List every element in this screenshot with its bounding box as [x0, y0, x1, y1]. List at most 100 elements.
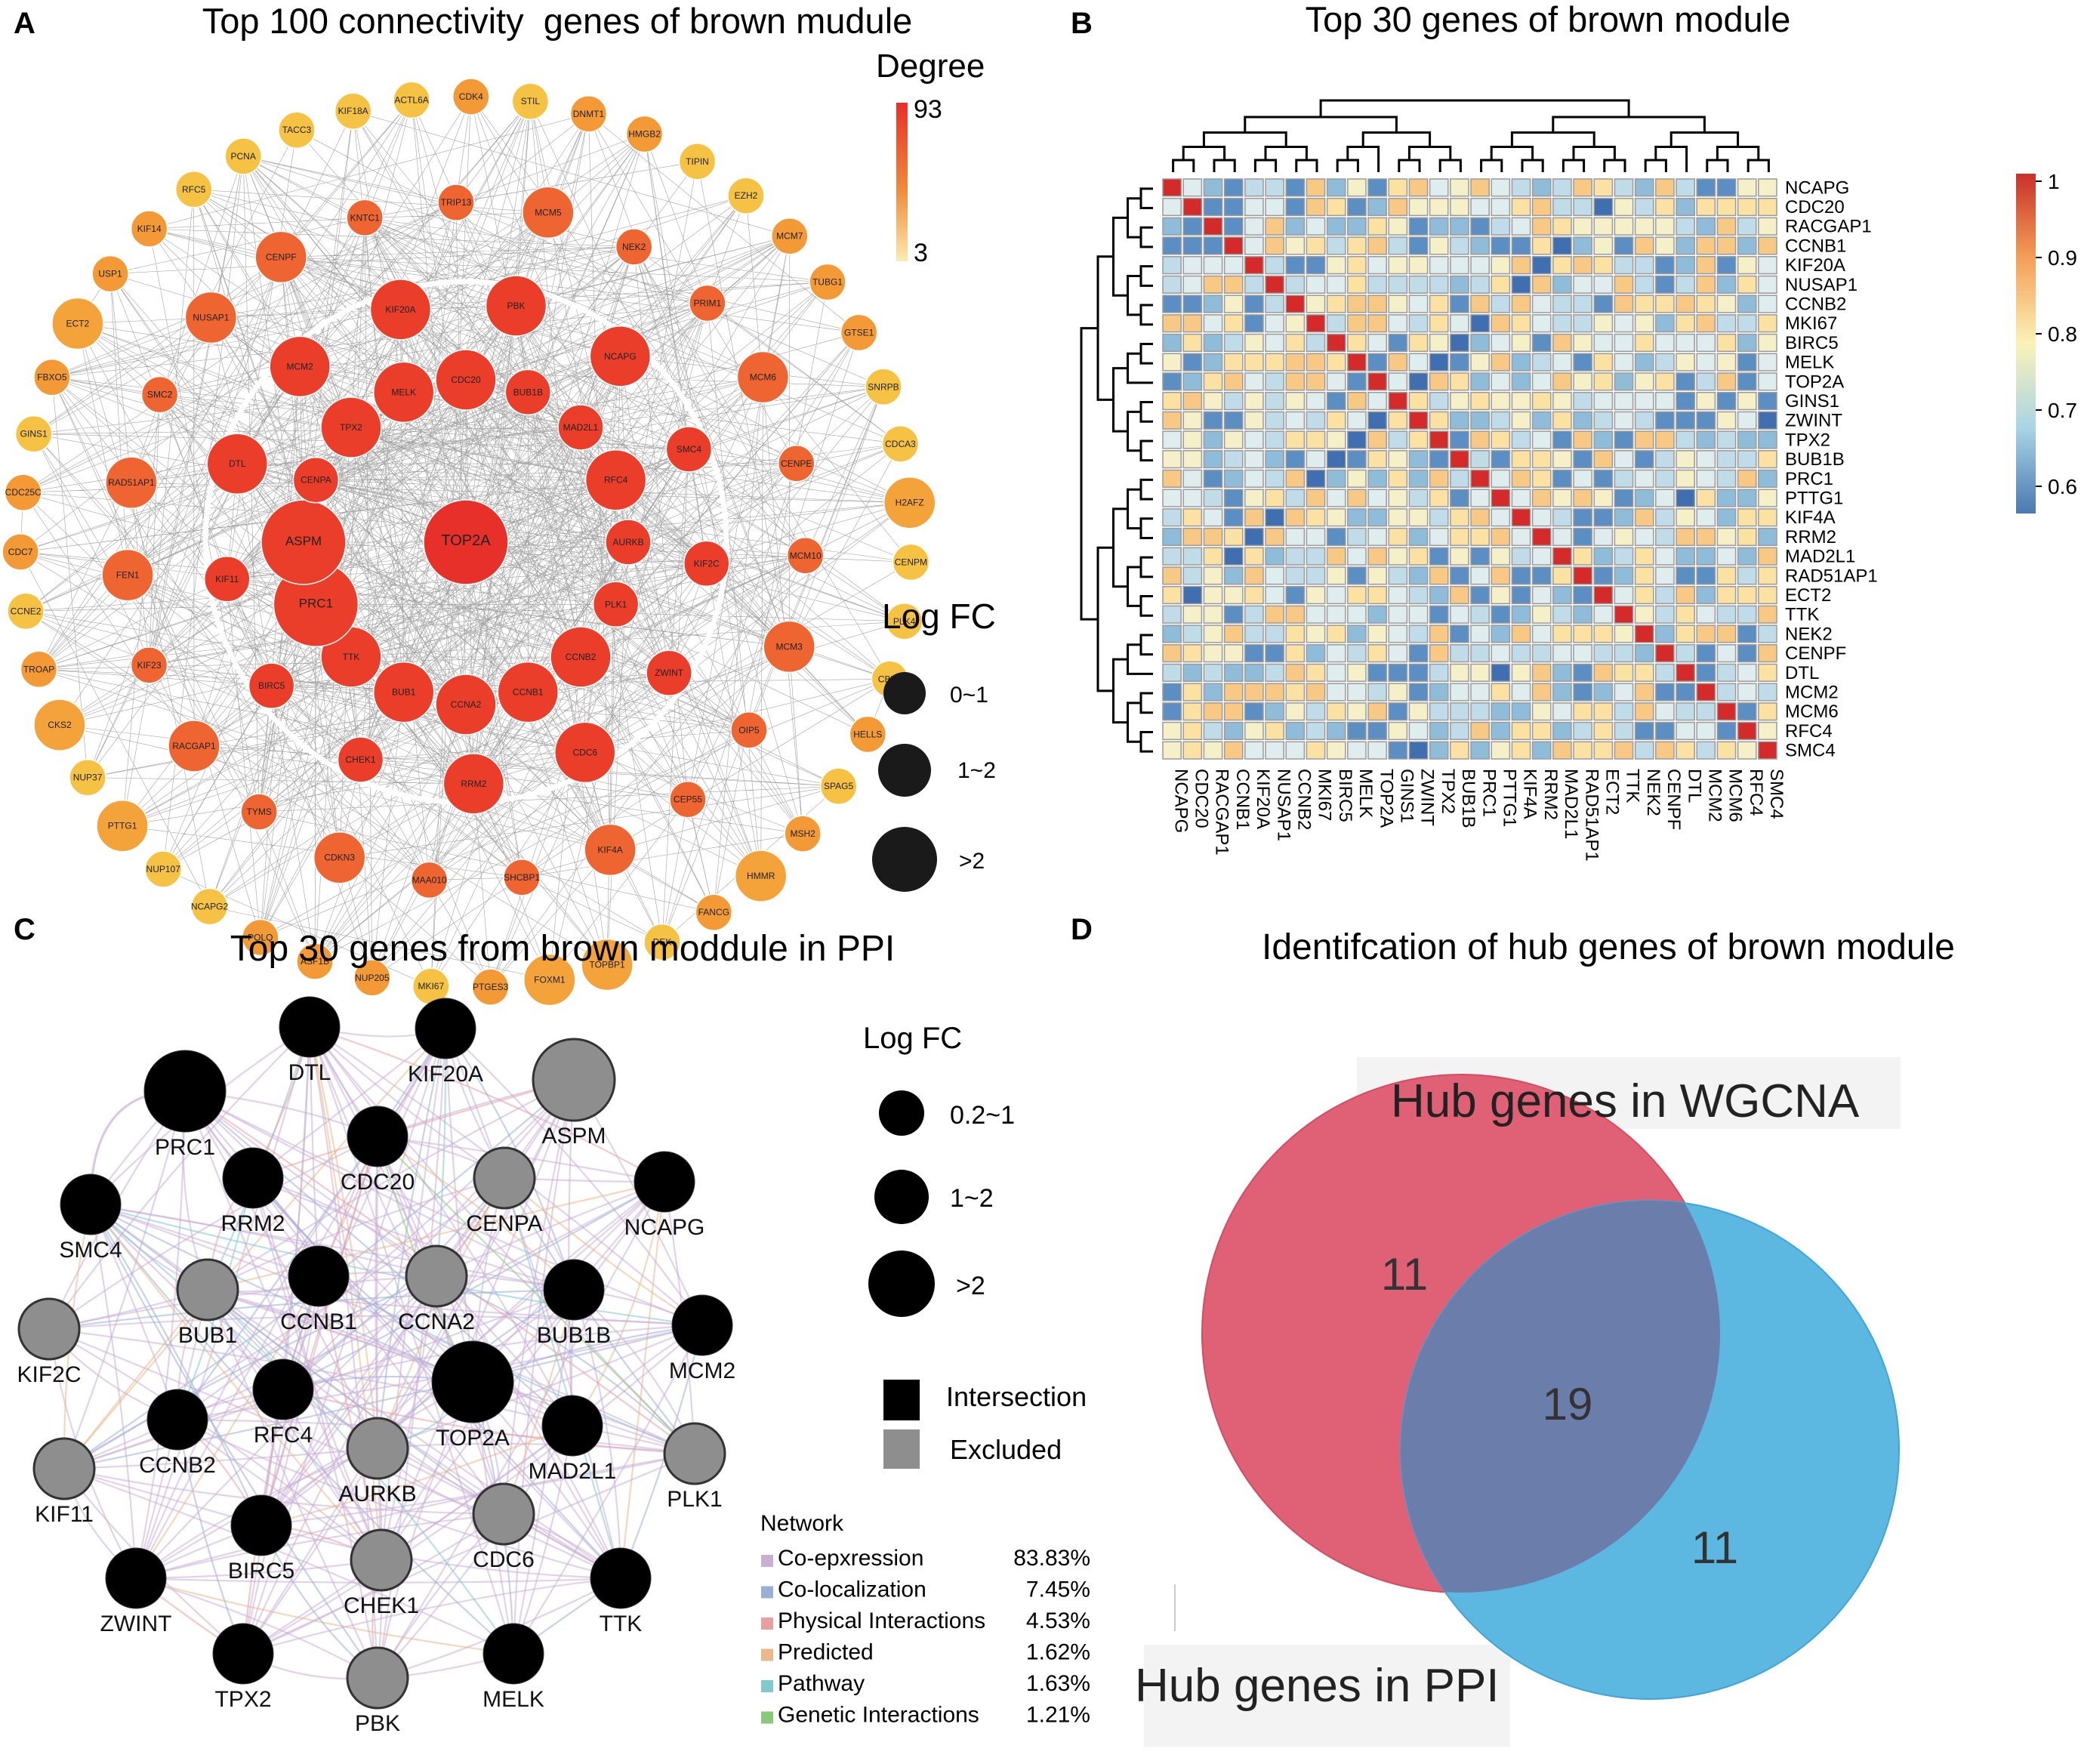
gene-node-cenpe[interactable]: CENPE	[778, 445, 815, 483]
gene-node-nup205[interactable]: NUP205	[353, 959, 391, 997]
gene-node-cdk4[interactable]: CDK4	[452, 78, 490, 116]
gene-node-nek2[interactable]: NEK2	[615, 228, 653, 266]
gene-node-zwint[interactable]: ZWINT	[646, 649, 692, 696]
gene-node-tpx2[interactable]: TPX2	[320, 396, 382, 458]
gene-node-cdc6[interactable]: CDC6	[554, 721, 616, 784]
gene-node-melk[interactable]: MELK	[372, 361, 435, 424]
ppi-node-zwint[interactable]: ZWINT	[100, 1547, 172, 1636]
gene-node-pcna[interactable]: PCNA	[224, 137, 262, 175]
gene-node-maa010[interactable]: MAA010	[410, 861, 449, 899]
gene-node-cdc25c[interactable]: CDC25C	[4, 473, 42, 511]
gene-node-oip5[interactable]: OIP5	[730, 711, 768, 749]
gene-node-cdc7[interactable]: CDC7	[2, 533, 39, 571]
gene-node-mcm3[interactable]: MCM3	[763, 620, 815, 674]
gene-node-msh2[interactable]: MSH2	[784, 815, 822, 853]
ppi-node-birc5[interactable]: BIRC5	[228, 1494, 294, 1584]
ppi-node-kif2c[interactable]: KIF2C	[17, 1297, 82, 1387]
gene-node-cdkn3[interactable]: CDKN3	[313, 831, 366, 884]
gene-node-cks2[interactable]: CKS2	[33, 699, 86, 751]
gene-node-smc4[interactable]: SMC4	[665, 426, 713, 473]
ppi-node-ccnb1[interactable]: CCNB1	[280, 1245, 357, 1334]
ppi-node-aurkb[interactable]: AURKB	[338, 1417, 417, 1506]
gene-node-dtl[interactable]: DTL	[206, 433, 269, 495]
gene-node-rfc4[interactable]: RFC4	[584, 449, 647, 511]
gene-node-usp1[interactable]: USP1	[91, 254, 129, 293]
ppi-node-chek1[interactable]: CHEK1	[344, 1528, 419, 1618]
gene-node-ccna2[interactable]: CCNA2	[435, 674, 497, 736]
ppi-node-bub1b[interactable]: BUB1B	[537, 1259, 611, 1348]
gene-node-mcm7[interactable]: MCM7	[771, 217, 809, 255]
gene-node-kif20a[interactable]: KIF20A	[369, 279, 432, 341]
gene-node-kif23[interactable]: KIF23	[130, 646, 168, 684]
gene-node-racgap1[interactable]: RACGAP1	[168, 720, 220, 773]
gene-node-mad2l1[interactable]: MAD2L1	[557, 404, 604, 451]
gene-node-snrpb[interactable]: SNRPB	[865, 368, 902, 406]
gene-node-bub1b[interactable]: BUB1B	[504, 369, 552, 416]
gene-node-mcm5[interactable]: MCM5	[522, 186, 575, 239]
gene-node-rad51ap1[interactable]: RAD51AP1	[105, 456, 158, 509]
gene-node-asf1b[interactable]: ASF1B	[296, 942, 334, 980]
gene-node-cdc20[interactable]: CDC20	[435, 349, 497, 411]
gene-node-cenpa[interactable]: CENPA	[292, 456, 340, 504]
gene-node-topbp1[interactable]: TOPBP1	[581, 938, 634, 991]
gene-node-ccnb2[interactable]: CCNB2	[550, 626, 612, 688]
gene-node-fen1[interactable]: FEN1	[101, 548, 154, 602]
gene-node-troap[interactable]: TROAP	[20, 650, 58, 689]
gene-node-fancg[interactable]: FANCG	[695, 893, 733, 931]
gene-node-stil[interactable]: STIL	[511, 82, 550, 120]
ppi-node-cdc20[interactable]: CDC20	[341, 1106, 415, 1195]
gene-node-ptges3[interactable]: PTGES3	[471, 968, 510, 1006]
gene-node-kntc1[interactable]: KNTC1	[346, 199, 384, 237]
gene-node-ccnb1[interactable]: CCNB1	[497, 661, 560, 723]
gene-node-tacc3[interactable]: TACC3	[278, 111, 316, 149]
ppi-node-mcm2[interactable]: MCM2	[669, 1294, 735, 1383]
ppi-node-mad2l1[interactable]: MAD2L1	[529, 1395, 617, 1484]
gene-node-ncapg[interactable]: NCAPG	[589, 325, 652, 387]
gene-node-top2a[interactable]: TOP2A	[423, 499, 509, 585]
gene-node-smc2[interactable]: SMC2	[140, 375, 179, 414]
gene-node-plk4[interactable]: PLK4	[885, 603, 923, 640]
ppi-node-tpx2[interactable]: TPX2	[212, 1623, 274, 1712]
ppi-node-cdc6[interactable]: CDC6	[472, 1482, 535, 1572]
ppi-node-rrm2[interactable]: RRM2	[220, 1147, 285, 1236]
gene-node-aspm[interactable]: ASPM	[261, 499, 347, 585]
gene-node-ezh2[interactable]: EZH2	[727, 177, 765, 214]
gene-node-ccne2[interactable]: CCNE2	[7, 592, 45, 631]
ppi-node-dtl[interactable]: DTL	[279, 996, 341, 1085]
gene-node-h2afz[interactable]: H2AFZ	[883, 476, 936, 529]
gene-node-foxm1[interactable]: FOXM1	[523, 953, 576, 1007]
ppi-node-rfc4[interactable]: RFC4	[252, 1358, 314, 1448]
gene-node-cenpm[interactable]: CENPM	[892, 543, 930, 581]
gene-node-trip13[interactable]: TRIP13	[437, 183, 475, 221]
gene-node-cenpf[interactable]: CENPF	[254, 230, 307, 284]
ppi-node-ccnb2[interactable]: CCNB2	[139, 1389, 216, 1478]
gene-node-mki67[interactable]: MKI67	[412, 967, 450, 1005]
gene-node-dnmt1[interactable]: DNMT1	[569, 95, 608, 133]
gene-node-birc5[interactable]: BIRC5	[248, 662, 295, 709]
gene-node-rrm2[interactable]: RRM2	[442, 753, 505, 815]
ppi-node-plk1[interactable]: PLK1	[663, 1422, 726, 1512]
gene-node-polq[interactable]: POLQ	[242, 918, 279, 957]
gene-node-gins1[interactable]: GINS1	[14, 415, 53, 453]
gene-node-actl6a[interactable]: ACTL6A	[393, 81, 430, 119]
gene-node-tipin[interactable]: TIPIN	[678, 143, 717, 180]
ppi-node-bub1[interactable]: BUB1	[176, 1258, 239, 1348]
gene-node-mcm10[interactable]: MCM10	[786, 537, 825, 575]
gene-node-spag5[interactable]: SPAG5	[819, 767, 858, 805]
ppi-node-prc1[interactable]: PRC1	[143, 1050, 227, 1160]
gene-node-shcbp1[interactable]: SHCBP1	[503, 859, 541, 896]
ppi-node-ccna2[interactable]: CCNA2	[398, 1244, 475, 1334]
gene-node-cdca3[interactable]: CDCA3	[881, 425, 920, 463]
gene-node-kif2c[interactable]: KIF2C	[683, 540, 730, 587]
gene-node-hells[interactable]: HELLS	[849, 715, 887, 754]
gene-node-hmmr[interactable]: HMMR	[734, 850, 788, 902]
ppi-node-pbk[interactable]: PBK	[346, 1646, 409, 1736]
gene-node-chek1[interactable]: CHEK1	[337, 736, 384, 783]
ppi-node-ttk[interactable]: TTK	[590, 1547, 652, 1636]
ppi-node-ncapg[interactable]: NCAPG	[624, 1151, 705, 1240]
gene-node-kif18a[interactable]: KIF18A	[334, 92, 372, 130]
gene-node-tubg1[interactable]: TUBG1	[809, 263, 846, 301]
gene-node-tyms[interactable]: TYMS	[240, 793, 278, 831]
gene-node-plk1[interactable]: PLK1	[592, 581, 640, 628]
gene-node-ncapg2[interactable]: NCAPG2	[190, 887, 229, 926]
